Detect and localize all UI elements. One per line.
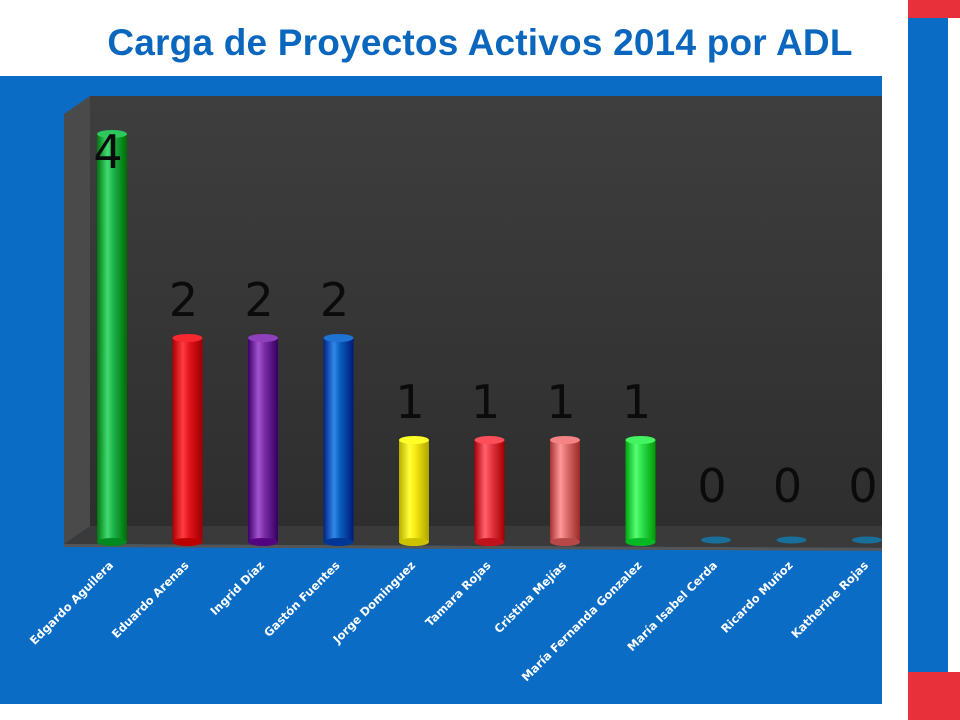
category-label: Cristina Mejías xyxy=(491,558,569,636)
bar-base xyxy=(172,538,203,546)
bar-body xyxy=(248,338,278,542)
chart-title: Carga de Proyectos Activos 2014 por ADL xyxy=(107,22,853,63)
category-label: Ricardo Muñoz xyxy=(718,558,796,636)
bar-6 xyxy=(474,436,505,546)
data-label: 2 xyxy=(169,273,198,327)
bar-2 xyxy=(172,334,203,546)
bar-top xyxy=(474,436,505,444)
bar-base xyxy=(625,538,656,546)
data-label: 1 xyxy=(622,375,651,429)
category-label: Katherine Rojas xyxy=(788,558,871,641)
category-label: María Fernanda Gonzalez xyxy=(519,558,645,684)
bar-body xyxy=(625,440,656,542)
bar-chart: 4 Edgardo Aguilera 2 Eduardo Arenas 2 Ingrid … xyxy=(27,96,882,684)
bottom-border xyxy=(0,704,882,720)
bar-zero-disc xyxy=(701,536,731,544)
data-label: 2 xyxy=(320,273,349,327)
bar-top xyxy=(97,130,127,138)
bar-body xyxy=(97,134,127,542)
bar-10 xyxy=(776,536,807,544)
bar-5 xyxy=(399,436,429,546)
category-label: Tamara Rojas xyxy=(422,558,493,629)
bar-zero-disc xyxy=(852,536,882,544)
data-label: 0 xyxy=(848,459,877,513)
bar-body xyxy=(474,440,505,542)
right-red-accent-top xyxy=(908,0,960,18)
bar-base xyxy=(323,538,354,546)
bar-top xyxy=(625,436,656,444)
category-label: Gastón Fuentes xyxy=(261,558,343,640)
bar-top xyxy=(248,334,278,342)
data-label: 1 xyxy=(471,375,500,429)
right-edge-stripe xyxy=(948,18,960,672)
data-label: 0 xyxy=(773,459,802,513)
left-border xyxy=(0,0,12,76)
title-banner xyxy=(12,18,948,78)
top-border xyxy=(0,0,882,18)
data-label: 2 xyxy=(244,273,273,327)
bar-top xyxy=(399,436,429,444)
bar-body xyxy=(172,338,203,542)
bar-body xyxy=(550,440,580,542)
bar-top xyxy=(323,334,354,342)
data-label: 4 xyxy=(93,125,122,179)
bar-4 xyxy=(323,334,354,546)
data-label: 1 xyxy=(546,375,575,429)
bar-top xyxy=(172,334,203,342)
right-red-accent-bottom xyxy=(908,672,960,720)
bar-body xyxy=(323,338,354,542)
bar-1 xyxy=(97,130,127,546)
category-label: Edgardo Aguilera xyxy=(27,558,116,647)
right-blue-stripe xyxy=(908,18,948,672)
data-label: 1 xyxy=(395,375,424,429)
bar-11 xyxy=(852,536,882,544)
bar-base xyxy=(474,538,505,546)
chart-back-wall xyxy=(90,96,882,526)
bar-base xyxy=(550,538,580,546)
bar-base xyxy=(97,538,127,546)
bar-3 xyxy=(248,334,278,546)
bar-zero-disc xyxy=(776,536,807,544)
chart-floor-edge xyxy=(64,544,882,551)
chart-side-wall xyxy=(64,96,90,544)
bar-base xyxy=(248,538,278,546)
right-white-stripe xyxy=(882,0,908,720)
bar-base xyxy=(399,538,429,546)
bar-top xyxy=(550,436,580,444)
bar-body xyxy=(399,440,429,542)
category-label: Ingrid Díaz xyxy=(207,558,267,618)
bar-9 xyxy=(701,536,731,544)
category-label: Eduardo Arenas xyxy=(109,558,192,641)
category-label: Jorge Dominguez xyxy=(329,558,418,647)
bar-8 xyxy=(625,436,656,546)
data-label: 0 xyxy=(697,459,726,513)
bar-7 xyxy=(550,436,580,546)
